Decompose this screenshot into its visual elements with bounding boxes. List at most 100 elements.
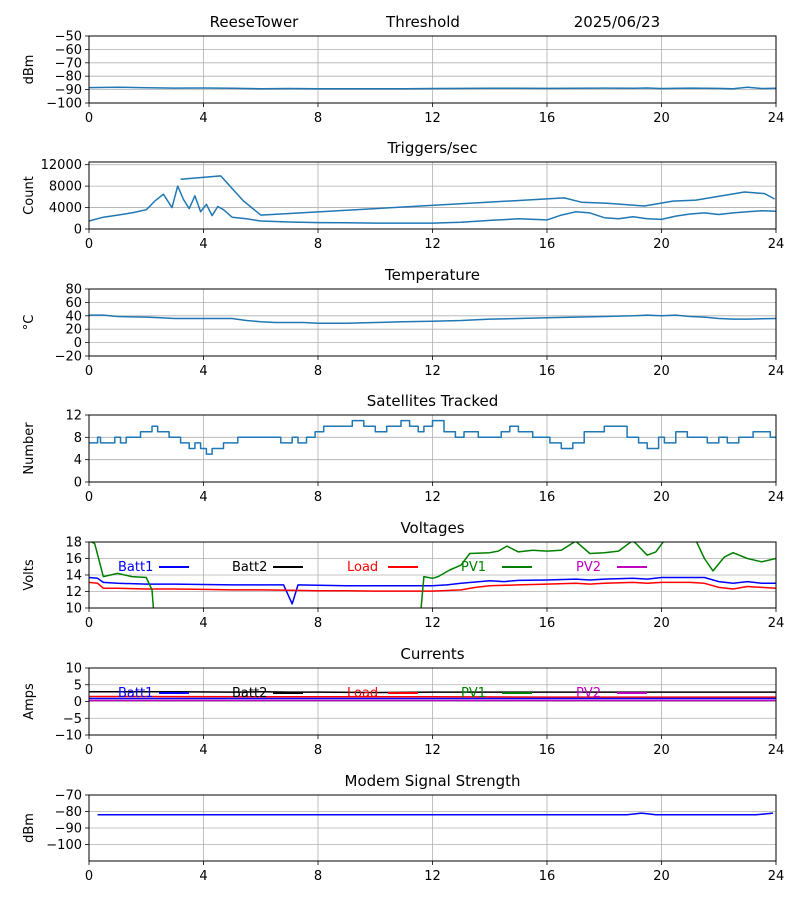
- legend-label-pv1: PV1: [461, 560, 486, 575]
- header-mode: Threshold: [385, 13, 460, 31]
- x-tick-label: 20: [653, 490, 670, 505]
- series-line-Batt2: [89, 691, 776, 694]
- y-tick-label: −80: [55, 805, 82, 820]
- y-tick-label: 4000: [49, 201, 82, 216]
- x-tick-label: 12: [424, 743, 441, 758]
- series-line-1: [97, 812, 774, 816]
- x-tick-label: 0: [85, 237, 93, 252]
- y-tick-label: −70: [55, 56, 82, 71]
- series-line-1: [89, 419, 776, 455]
- y-tick-label: 10: [65, 602, 82, 617]
- x-tick-label: 0: [85, 869, 93, 884]
- y-tick-label: −60: [55, 43, 82, 58]
- y-axis-label: dBm: [22, 55, 37, 85]
- x-tick-label: 20: [653, 111, 670, 126]
- y-tick-label: 14: [65, 569, 82, 584]
- plot-frame: [88, 414, 777, 483]
- header-date: 2025/06/23: [574, 13, 660, 31]
- x-tick-label: 24: [768, 490, 785, 505]
- x-tick-label: 0: [85, 743, 93, 758]
- x-tick-label: 24: [768, 111, 785, 126]
- chart-panel-2: 0 4000 8000 12000 0 4 8 12 16 20 24 Triggers/sec Cou…: [22, 139, 784, 252]
- x-tick-label: 0: [85, 490, 93, 505]
- legend-label-batt1: Batt1: [118, 560, 153, 575]
- x-tick-label: 16: [539, 490, 556, 505]
- plot-frame: [88, 161, 777, 230]
- x-tick-label: 24: [768, 869, 785, 884]
- series-line-1: [89, 185, 776, 224]
- y-tick-label: 12: [65, 409, 82, 424]
- legend-label-batt1: Batt1: [118, 686, 153, 701]
- chart-title: Triggers/sec: [387, 139, 478, 157]
- x-tick-label: 4: [199, 111, 207, 126]
- x-tick-label: 16: [539, 111, 556, 126]
- x-tick-label: 8: [314, 237, 322, 252]
- x-tick-label: 16: [539, 616, 556, 631]
- y-tick-label: 18: [65, 536, 82, 551]
- y-axis-label: Amps: [22, 683, 37, 720]
- y-tick-label: 60: [65, 296, 82, 311]
- chart-title: Modem Signal Strength: [345, 772, 521, 790]
- x-tick-label: 16: [539, 237, 556, 252]
- y-tick-label: −20: [55, 350, 82, 365]
- chart-title: Satellites Tracked: [367, 392, 498, 410]
- x-tick-label: 20: [653, 364, 670, 379]
- y-tick-label: 0: [74, 223, 82, 238]
- y-tick-label: 12000: [41, 158, 82, 173]
- x-tick-label: 8: [314, 869, 322, 884]
- x-tick-label: 16: [539, 364, 556, 379]
- x-tick-label: 4: [199, 364, 207, 379]
- y-tick-label: 10: [65, 662, 82, 677]
- x-tick-label: 24: [768, 237, 785, 252]
- legend-label-batt2: Batt2: [232, 686, 267, 701]
- y-tick-label: −100: [46, 838, 82, 853]
- series-line-Load: [89, 581, 776, 592]
- y-tick-label: −80: [55, 70, 82, 85]
- x-tick-label: 4: [199, 743, 207, 758]
- x-tick-label: 20: [653, 869, 670, 884]
- plot-frame: [88, 541, 777, 609]
- y-axis-label: Volts: [22, 559, 37, 591]
- series-line-PV1: [90, 542, 155, 608]
- x-tick-label: 0: [85, 616, 93, 631]
- x-tick-label: 24: [768, 743, 785, 758]
- y-tick-label: 0: [74, 476, 82, 491]
- x-tick-label: 16: [539, 869, 556, 884]
- series-line-PV1c: [695, 542, 776, 572]
- series-line-1: [89, 314, 776, 324]
- y-tick-label: −10: [55, 729, 82, 744]
- y-tick-label: 40: [65, 309, 82, 324]
- chart-title: Voltages: [400, 519, 464, 537]
- series-line-2: [180, 175, 775, 216]
- series-line-Load: [89, 695, 776, 698]
- chart-panel-7: −70−80 −90−100 0 4 8 12 16 20 24 Modem Signal Str…: [22, 772, 784, 884]
- y-tick-label: 4: [74, 453, 82, 468]
- x-tick-label: 12: [424, 869, 441, 884]
- x-tick-label: 24: [768, 364, 785, 379]
- y-tick-label: −5: [63, 712, 82, 727]
- legend-label-pv2: PV2: [576, 560, 601, 575]
- y-tick-label: 5: [74, 678, 82, 693]
- series-line-Batt1: [89, 576, 776, 605]
- chart-panel-6: −10 −5 0 510 0 4 8 12 16 20 24 Batt1 Batt2 Load PV1 PV2…: [22, 645, 784, 758]
- chart-panel-4: 0 4 8 12 0 4 8 12 16 20 24 Satellites Tracked Number: [22, 392, 784, 505]
- x-tick-label: 8: [314, 111, 322, 126]
- chart-title: Temperature: [384, 266, 480, 284]
- y-tick-label: 80: [65, 283, 82, 298]
- x-tick-label: 12: [424, 364, 441, 379]
- plot-frame: [88, 35, 777, 104]
- y-tick-label: −70: [55, 789, 82, 804]
- header-station: ReeseTower: [210, 13, 300, 31]
- x-tick-label: 0: [85, 364, 93, 379]
- x-tick-label: 16: [539, 743, 556, 758]
- legend-label-pv1: PV1: [461, 686, 486, 701]
- y-axis-label: °C: [22, 315, 37, 331]
- y-tick-label: 20: [65, 323, 82, 338]
- legend-label-load: Load: [347, 686, 378, 701]
- plot-frame: [88, 794, 777, 862]
- x-tick-label: 8: [314, 364, 322, 379]
- x-tick-label: 20: [653, 237, 670, 252]
- y-tick-label: −90: [55, 83, 82, 98]
- x-tick-label: 24: [768, 616, 785, 631]
- series-line-1: [89, 86, 776, 90]
